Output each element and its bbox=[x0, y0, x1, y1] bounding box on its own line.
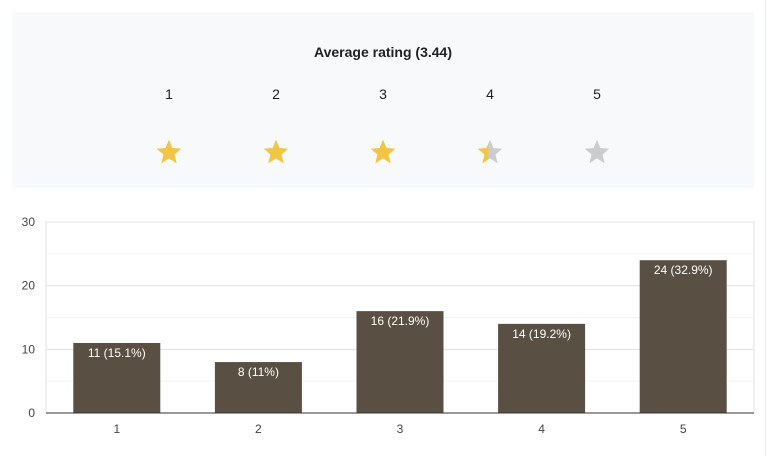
star-5: 5 bbox=[577, 84, 617, 166]
rating-bar-chart: 0 10 20 30 11 (15.1%) 1 8 (11%) 2 16 (21.9%) 3 14 … bbox=[0, 200, 768, 456]
bar-chart-svg: 0 10 20 30 11 (15.1%) 1 8 (11%) 2 16 (21.9%) 3 14 … bbox=[22, 215, 755, 436]
star-number-label: 4 bbox=[486, 86, 494, 102]
bar-data-label: 8 (11%) bbox=[238, 365, 279, 379]
star-number-label: 2 bbox=[272, 86, 280, 102]
y-tick-label: 20 bbox=[22, 279, 36, 293]
average-rating-panel: Average rating (3.44) 1 2 3 4 5 bbox=[12, 12, 754, 188]
x-tick-label: 4 bbox=[538, 422, 545, 436]
y-tick-label: 10 bbox=[22, 342, 36, 356]
panel-divider bbox=[765, 0, 766, 456]
star-icon bbox=[370, 139, 396, 164]
x-tick-label: 3 bbox=[397, 422, 404, 436]
star-3: 3 bbox=[363, 84, 403, 166]
bar-5 bbox=[639, 260, 727, 413]
bar-data-label: 11 (15.1%) bbox=[88, 346, 146, 360]
bar-1 bbox=[73, 342, 161, 413]
bar-3 bbox=[356, 311, 444, 413]
star-2: 2 bbox=[256, 84, 296, 166]
star-number-label: 3 bbox=[379, 86, 387, 102]
x-tick-label: 1 bbox=[113, 422, 120, 436]
star-number-label: 5 bbox=[593, 86, 601, 102]
y-tick-label: 30 bbox=[22, 215, 36, 229]
x-tick-label: 2 bbox=[255, 422, 262, 436]
bar-4 bbox=[498, 323, 586, 413]
star-icon bbox=[477, 139, 503, 164]
bar-data-label: 24 (32.9%) bbox=[654, 263, 713, 277]
bar-data-label: 14 (19.2%) bbox=[512, 327, 571, 341]
x-tick-label: 5 bbox=[680, 422, 687, 436]
star-icon bbox=[263, 139, 289, 164]
average-rating-title: Average rating (3.44) bbox=[314, 44, 452, 60]
star-number-label: 1 bbox=[165, 86, 173, 102]
bar-data-label: 16 (21.9%) bbox=[371, 314, 430, 328]
star-1: 1 bbox=[149, 84, 189, 166]
bar-2 bbox=[214, 362, 302, 413]
star-icon bbox=[156, 139, 182, 164]
star-icon bbox=[584, 139, 610, 164]
star-4: 4 bbox=[470, 84, 510, 166]
y-tick-label: 0 bbox=[28, 406, 35, 420]
